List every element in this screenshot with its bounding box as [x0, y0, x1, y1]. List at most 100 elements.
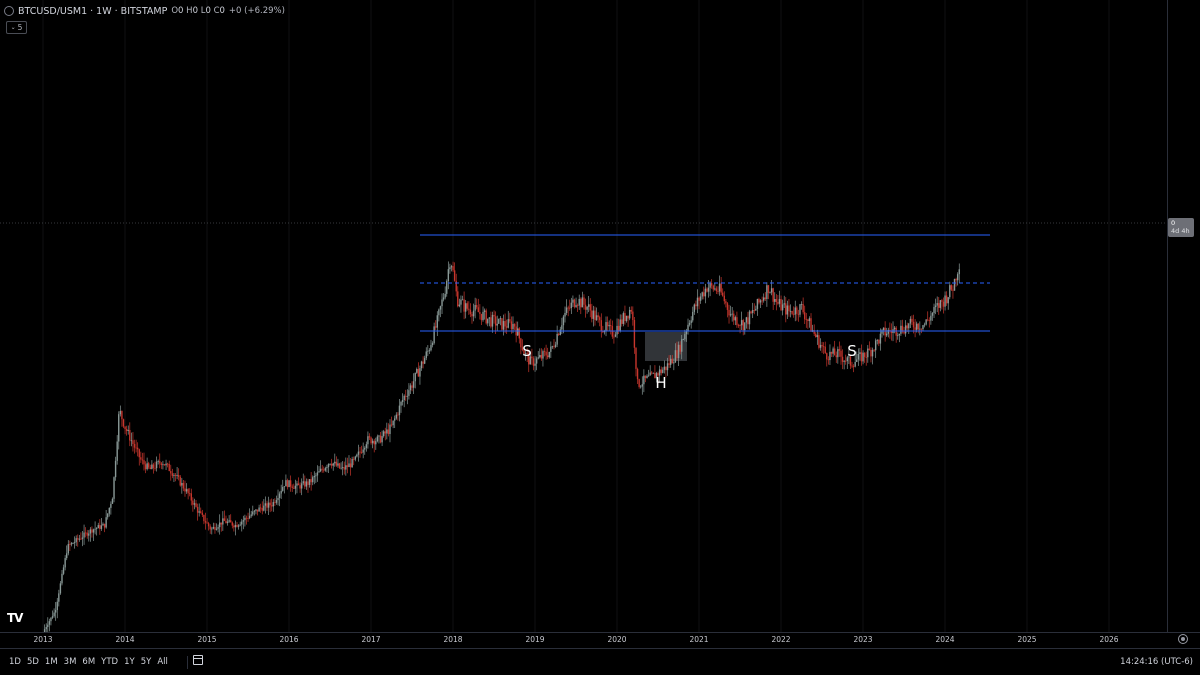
candle-body — [371, 440, 374, 444]
candle-body — [512, 323, 514, 330]
candle-body — [710, 283, 713, 286]
candle-body — [483, 310, 486, 312]
candle-body — [73, 542, 76, 544]
year-label-2025: 2025 — [1017, 635, 1037, 644]
candle-body — [124, 426, 126, 430]
candle-body — [446, 280, 448, 294]
candle-body — [349, 463, 352, 468]
candle-body — [362, 449, 364, 453]
candle-body — [599, 317, 601, 321]
candle-body — [392, 420, 394, 426]
candle-body — [206, 522, 208, 524]
candle-body — [510, 321, 513, 330]
annotation-s-right[interactable]: S — [847, 342, 857, 360]
candle-body — [463, 299, 465, 312]
candle-body — [818, 335, 820, 348]
candle-body — [225, 520, 227, 524]
candle-body — [750, 311, 752, 313]
tradingview-logo[interactable]: TV — [7, 611, 24, 625]
candle-body — [912, 321, 915, 328]
time-axis[interactable] — [0, 632, 1200, 633]
candle-body — [688, 322, 691, 325]
candle-body — [890, 331, 893, 333]
candle-body — [657, 373, 659, 376]
candle-body — [917, 323, 919, 330]
range-ytd[interactable]: YTD — [101, 657, 119, 667]
candle-body — [99, 525, 101, 529]
candle-body — [614, 334, 617, 337]
price-axis[interactable] — [1167, 0, 1168, 632]
candle-body — [933, 307, 935, 314]
candle-body — [148, 463, 150, 468]
candle-body — [155, 461, 158, 469]
candle-body — [61, 573, 63, 584]
candle-body — [685, 331, 688, 335]
candle-body — [755, 308, 757, 311]
candle-body — [550, 346, 552, 352]
axis-settings-icon[interactable] — [1178, 634, 1188, 644]
candle-body — [215, 528, 218, 530]
candle-body — [761, 300, 763, 302]
range-1d[interactable]: 1D — [9, 657, 21, 667]
symbol-title[interactable]: BTCUSD/USM1 · 1W · BITSTAMP — [18, 5, 168, 17]
candle-body — [621, 319, 623, 324]
candle-body — [250, 514, 252, 516]
candle-body — [381, 436, 383, 443]
candle-body — [810, 318, 812, 332]
candle-body — [647, 375, 650, 377]
candle-body — [110, 503, 112, 508]
candle-body — [953, 279, 956, 291]
clock-timezone[interactable]: 14:24:16 (UTC-6) — [1120, 657, 1193, 667]
candle-body — [480, 313, 483, 321]
candle-body — [337, 463, 339, 466]
candle-body — [769, 292, 771, 294]
candle-body — [259, 507, 262, 509]
candle-body — [152, 464, 155, 468]
candle-body — [258, 507, 260, 512]
candle-body — [94, 528, 96, 530]
price-chart[interactable]: S H S — [0, 0, 1200, 632]
range-3m[interactable]: 3M — [63, 657, 77, 667]
candle-body — [922, 325, 924, 330]
candle-body — [695, 304, 697, 307]
candle-body — [452, 266, 454, 271]
candle-body — [75, 538, 77, 543]
range-1m[interactable]: 1M — [44, 657, 58, 667]
candle-body — [936, 303, 938, 306]
range-6m[interactable]: 6M — [82, 657, 96, 667]
annotation-s-left[interactable]: S — [522, 342, 532, 360]
candle-body — [59, 583, 62, 594]
candle-body — [207, 523, 210, 527]
candle-body — [428, 350, 431, 352]
calendar-goto-icon[interactable] — [193, 655, 203, 665]
candle-body — [658, 369, 661, 376]
candle-body — [871, 349, 874, 357]
candle-body — [330, 463, 333, 466]
candle-body — [135, 447, 137, 449]
candle-body — [846, 357, 848, 362]
indicators-collapse-button[interactable]: ⌄ 5 — [6, 21, 27, 34]
candle-body — [491, 314, 494, 327]
candle-body — [294, 485, 297, 489]
candle-body — [58, 593, 60, 602]
candle-body — [107, 513, 109, 518]
candle-body — [843, 360, 845, 362]
candle-body — [154, 467, 156, 469]
annotation-h[interactable]: H — [655, 374, 666, 392]
candle-body — [715, 288, 718, 292]
year-label-2020: 2020 — [607, 635, 627, 644]
range-5y[interactable]: 5Y — [140, 657, 152, 667]
candle-body — [753, 310, 755, 311]
candle-body — [307, 481, 309, 485]
candle-body — [86, 532, 88, 536]
candle-body — [187, 489, 189, 494]
candle-body — [160, 463, 163, 465]
range-1y[interactable]: 1Y — [124, 657, 135, 667]
range-5d[interactable]: 5D — [26, 657, 39, 667]
candle-body — [763, 297, 765, 301]
candle-body — [414, 372, 416, 382]
candle-body — [228, 520, 230, 522]
candle-body — [901, 325, 904, 332]
candle-body — [457, 291, 459, 307]
range-all[interactable]: All — [157, 657, 168, 667]
